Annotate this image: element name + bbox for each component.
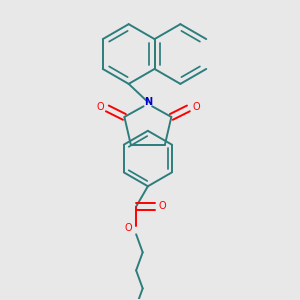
Text: O: O	[159, 200, 166, 211]
Text: O: O	[125, 223, 133, 233]
Text: N: N	[144, 97, 152, 107]
Text: O: O	[192, 102, 200, 112]
Text: O: O	[96, 102, 104, 112]
